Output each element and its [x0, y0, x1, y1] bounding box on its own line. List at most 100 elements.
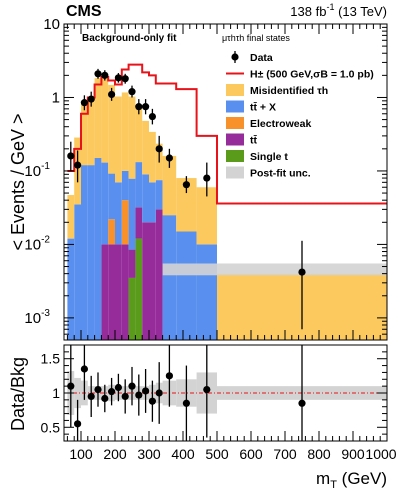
ratio-point-10: [135, 391, 143, 399]
ratio-y-tick-label-0: 0.5: [41, 419, 61, 435]
y-tick-label-0: 10-3: [24, 308, 50, 327]
bar-singlet-10: [135, 238, 143, 340]
bar-ttx-1: [74, 204, 81, 340]
bar-misid-3: [87, 100, 95, 166]
bar-ttx-2: [81, 165, 88, 340]
lumi-label: 138 fb-1 (13 TeV): [290, 2, 387, 19]
x-tick-label-7: 800: [307, 446, 331, 462]
y-tick-label-4: 10: [43, 16, 60, 33]
legend-swatch-singlet: [226, 150, 244, 162]
bar-ttx-7: [115, 182, 122, 245]
bar-ttx-9: [128, 178, 136, 250]
ratio-point-16: [203, 385, 211, 394]
ratio-point-7: [114, 383, 122, 392]
data-point-11: [142, 103, 150, 111]
legend-label-singlet: Single t: [250, 151, 288, 163]
ratio-point-5: [101, 394, 109, 403]
data-point-10: [135, 103, 143, 111]
data-point-2: [80, 99, 88, 107]
ratio-point-13: [155, 389, 163, 397]
legend-label-misid: Misidentified τh: [250, 85, 328, 97]
legend-label-tt: tt̄: [250, 135, 257, 147]
y-tick-label-3: 1: [52, 89, 60, 106]
ratio-y-tick-label-1: 1: [52, 385, 60, 401]
data-point-5: [101, 71, 109, 79]
fit-label: Background-only fit: [82, 33, 177, 44]
data-point-1: [74, 161, 82, 169]
data-point-7: [114, 74, 122, 82]
legend-label-data: Data: [250, 52, 273, 64]
main-x-ticks: [66, 24, 388, 340]
legend-swatch-ttx: [226, 100, 244, 113]
bar-tt-12: [149, 222, 156, 340]
ratio-point-3: [87, 392, 95, 401]
y-tick-label-1: 10-2: [24, 234, 50, 253]
ratio-point-4: [94, 385, 102, 394]
channel-label: μτhτh final states: [222, 33, 290, 43]
x-tick-label-6: 700: [273, 446, 297, 462]
bar-tt-13: [155, 209, 163, 340]
ratio-point-15: [182, 399, 190, 407]
ratio-point-2: [80, 365, 88, 373]
bar-tt-10: [135, 207, 143, 239]
stack-bars: [67, 77, 387, 340]
bar-ttx-6: [108, 173, 115, 220]
bar-misid-11: [142, 120, 149, 175]
x-tick-label-4: 500: [205, 446, 229, 462]
data-point-15: [182, 181, 190, 189]
x-axis-label: mT (GeV): [316, 469, 387, 491]
data-point-9: [128, 88, 136, 96]
bar-misid-14: [162, 155, 177, 216]
bar-misid-2: [81, 103, 88, 166]
bar-misid-4: [94, 78, 102, 159]
x-tick-label-5: 600: [239, 446, 263, 462]
ratio-point-1: [74, 420, 82, 428]
legend-label-signal: H± (500 GeV,σB = 1.0 pb): [250, 69, 374, 81]
x-tick-label-0: 100: [69, 446, 93, 462]
bar-ttx-8: [121, 170, 129, 201]
legend-swatch-tt: [226, 133, 244, 146]
signal-line: [67, 63, 387, 205]
data-point-14: [165, 154, 173, 162]
bar-misid-7: [115, 96, 122, 183]
y-tick-label-2: 10-1: [24, 161, 50, 180]
bar-ttx-5: [101, 162, 109, 245]
bar-tt-11: [142, 222, 149, 340]
main-y-axis: 10-3 10-2 10-1 1 10: [24, 16, 387, 341]
data-point-3: [87, 95, 95, 103]
bar-ttx-3: [87, 165, 95, 340]
bar-ttx-0: [67, 238, 75, 340]
legend-swatch-unc: [226, 166, 244, 179]
ratio-y-tick-label-2: 1.5: [41, 351, 61, 367]
bar-misid-9: [128, 96, 136, 179]
experiment-label: CMS: [66, 3, 102, 20]
ratio-point-12: [148, 397, 156, 405]
bar-ttx-14: [162, 215, 177, 340]
bar-ttx-10: [135, 162, 143, 208]
bar-ttx-4: [94, 158, 102, 340]
bar-misid-10: [135, 104, 143, 163]
uncertainty-band: [162, 263, 387, 276]
data-points: [67, 68, 306, 330]
bar-tt-6: [108, 244, 115, 340]
data-point-6: [108, 90, 116, 99]
bar-tt-7: [115, 244, 122, 340]
legend-label-unc: Post-fit unc.: [250, 168, 311, 180]
ratio-point-17: [298, 399, 306, 407]
main-y-label: < Events / GeV >: [8, 113, 28, 250]
bar-misid-16: [196, 187, 217, 245]
data-point-0: [67, 152, 75, 160]
bar-tt-9: [128, 249, 136, 278]
x-tick-label-3: 400: [171, 446, 195, 462]
ratio-y-label: Data/Bkg: [8, 357, 28, 431]
bar-misid-5: [101, 77, 109, 163]
x-tick-label-9: 1000: [365, 446, 396, 462]
legend: Data H± (500 GeV,σB = 1.0 pb) Misidentifie…: [226, 51, 374, 180]
data-point-17: [298, 268, 306, 276]
x-tick-label-2: 300: [137, 446, 161, 462]
x-tick-label-8: 900: [341, 446, 365, 462]
bar-ttx-11: [142, 174, 149, 223]
bar-misid-15: [176, 178, 197, 232]
ratio-band-bin-1: [74, 377, 81, 409]
legend-swatch-misid: [226, 84, 244, 96]
